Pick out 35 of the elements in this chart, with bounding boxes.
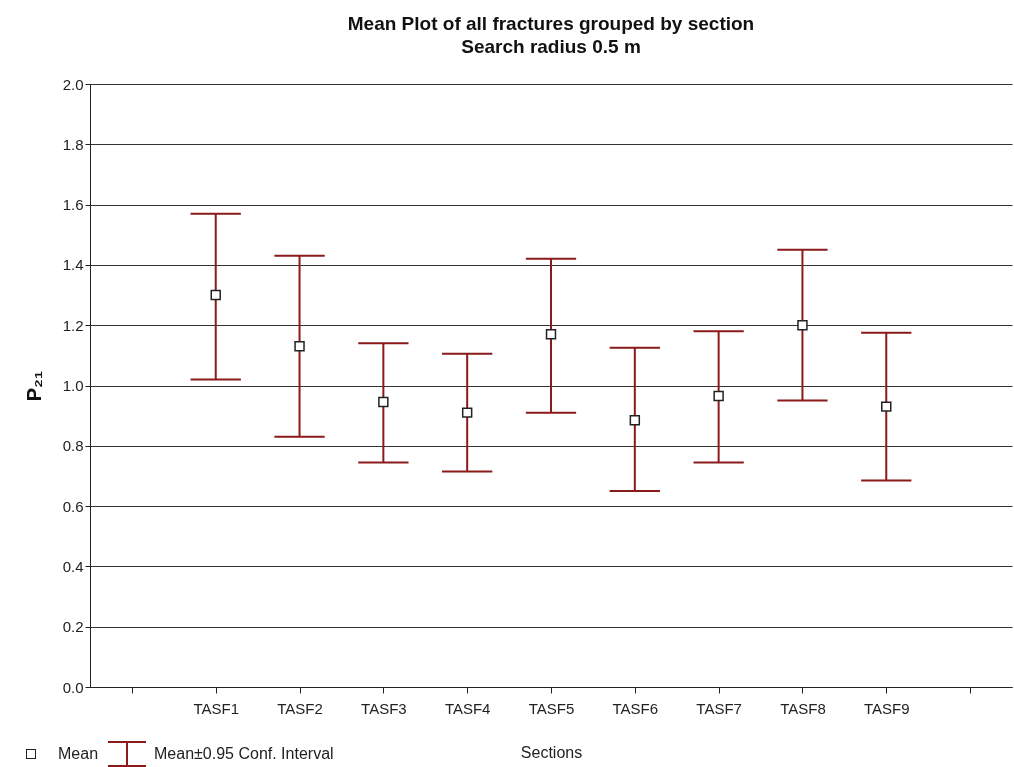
x-axis-title: Sections [520, 743, 583, 761]
point [545, 329, 557, 340]
x-tick-label: TASF7 [696, 699, 742, 717]
x-tick-label: TASF1 [193, 699, 240, 717]
chart-subtitle: Search radius 0.5 m [461, 36, 641, 57]
y-axis-title: P₂₁ [22, 370, 45, 402]
point [713, 390, 724, 402]
y-tick-label: 2.0 [62, 75, 84, 93]
point [797, 319, 808, 331]
y-tick-label: 0.0 [62, 678, 84, 696]
legend-label: Mean [58, 745, 99, 763]
point [378, 396, 389, 408]
x-tick-label: TASF5 [528, 699, 575, 717]
point [210, 289, 221, 301]
x-tick-label: TASF4 [444, 699, 491, 717]
point [629, 414, 641, 426]
x-tick-label: TASF8 [780, 699, 826, 717]
point [294, 341, 305, 352]
point [881, 401, 892, 412]
y-tick-label: 1.4 [62, 256, 84, 274]
y-tick-label: 0.8 [62, 437, 84, 455]
y-tick-label: 0.6 [62, 497, 84, 515]
x-tick-label: TASF6 [612, 699, 659, 717]
point [461, 407, 473, 418]
y-tick-label: 1.8 [62, 135, 84, 153]
text: Mean±0.95 Conf. Interval [154, 745, 334, 763]
y-tick-label: 0.2 [62, 618, 84, 636]
y-tick-label: 1.0 [62, 377, 84, 394]
chart-title: Mean Plot of all fractures grouped by section [347, 13, 755, 34]
x-tick-label: TASF9 [863, 699, 910, 717]
x-tick-label: TASF2 [277, 699, 323, 717]
y-tick-label: 0.4 [62, 557, 84, 575]
y-tick-label: 1.2 [62, 316, 84, 334]
y-tick-label: 1.6 [62, 196, 84, 214]
x-tick-label: TASF3 [361, 699, 407, 717]
